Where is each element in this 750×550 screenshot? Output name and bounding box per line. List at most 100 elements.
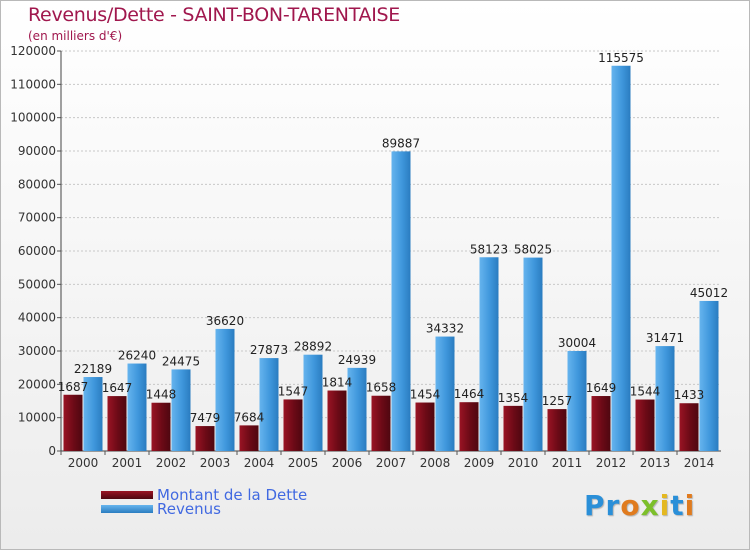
data-label-dette: 1448 xyxy=(146,388,177,402)
bar-revenus xyxy=(127,363,147,451)
y-tick-label: 30000 xyxy=(18,344,56,358)
legend-swatch-dette xyxy=(101,491,153,499)
data-label-revenus: 24475 xyxy=(162,354,200,368)
data-label-revenus: 27873 xyxy=(250,343,288,357)
bar-revenus xyxy=(435,336,455,451)
bar-dette xyxy=(63,394,83,451)
data-label-revenus: 58123 xyxy=(470,242,508,256)
bar-dette xyxy=(459,402,479,451)
data-labels: 1687 22189 1647 26240 1448 24475 7479 36620 7684… xyxy=(58,51,728,425)
bar-dette xyxy=(283,399,303,451)
bar-dette xyxy=(635,399,655,451)
data-label-dette: 1433 xyxy=(674,388,705,402)
data-label-dette: 1464 xyxy=(454,387,485,401)
bar-dette xyxy=(239,425,259,451)
bar-dette xyxy=(591,396,611,451)
data-label-dette: 1257 xyxy=(542,394,573,408)
logo-letter: P xyxy=(584,489,606,522)
x-tick-label: 2014 xyxy=(684,456,715,470)
bar-revenus xyxy=(259,358,279,451)
data-label-dette: 1544 xyxy=(630,385,661,399)
logo-letter: x xyxy=(640,489,660,522)
logo-letter: o xyxy=(620,489,641,522)
data-label-revenus: 24939 xyxy=(338,353,376,367)
x-tick-label: 2003 xyxy=(200,456,231,470)
x-tick-label: 2008 xyxy=(420,456,451,470)
legend-label-revenus: Revenus xyxy=(157,500,221,518)
bar-dette xyxy=(151,402,171,451)
logo-letter: i xyxy=(659,489,671,522)
data-label-revenus: 30004 xyxy=(558,336,596,350)
y-tick-label: 120000 xyxy=(10,44,56,58)
y-tick-label: 20000 xyxy=(18,377,56,391)
bar-revenus xyxy=(655,346,675,451)
chart-subtitle: (en milliers d'€) xyxy=(28,29,123,43)
y-tick-label: 80000 xyxy=(18,177,56,191)
data-label-dette: 1547 xyxy=(278,384,309,398)
legend-item-revenus: Revenus xyxy=(101,500,221,518)
bar-revenus xyxy=(171,369,191,451)
y-tick-label: 90000 xyxy=(18,144,56,158)
data-label-revenus: 36620 xyxy=(206,314,244,328)
x-tick-label: 2005 xyxy=(288,456,319,470)
bar-revenus xyxy=(699,300,719,451)
data-label-revenus: 26240 xyxy=(118,349,156,363)
data-label-dette: 1649 xyxy=(586,381,617,395)
data-label-revenus: 45012 xyxy=(690,286,728,300)
bar-revenus xyxy=(303,354,323,451)
x-tick-label: 2002 xyxy=(156,456,187,470)
y-tick-label: 0 xyxy=(48,444,56,458)
chart-title: Revenus/Dette - SAINT-BON-TARENTAISE xyxy=(28,4,400,26)
x-tick-label: 2009 xyxy=(464,456,495,470)
y-tick-label: 70000 xyxy=(18,211,56,225)
data-label-revenus: 22189 xyxy=(74,362,112,376)
x-tick-label: 2004 xyxy=(244,456,275,470)
legend-item-dette: Montant de la Dette xyxy=(101,486,308,504)
bar-revenus xyxy=(479,257,499,451)
bar-revenus xyxy=(611,65,631,451)
data-label-revenus: 115575 xyxy=(598,51,644,65)
proxiti-logo: Proxiti xyxy=(584,489,695,522)
logo-letter: t xyxy=(670,489,685,522)
x-tick-label: 2012 xyxy=(596,456,627,470)
data-label-revenus: 34332 xyxy=(426,322,464,336)
legend-label-dette: Montant de la Dette xyxy=(157,486,308,504)
bar-dette xyxy=(195,426,215,451)
x-tick-label: 2010 xyxy=(508,456,539,470)
y-tick-label: 110000 xyxy=(10,77,56,91)
data-label-revenus: 89887 xyxy=(382,136,420,150)
x-tick-label: 2001 xyxy=(112,456,143,470)
y-tick-label: 40000 xyxy=(18,311,56,325)
data-label-dette: 1647 xyxy=(102,381,133,395)
bar-revenus xyxy=(347,367,367,451)
logo-letter: i xyxy=(684,489,696,522)
y-tick-label: 100000 xyxy=(10,111,56,125)
x-tick-label: 2006 xyxy=(332,456,363,470)
legend-swatch-revenus xyxy=(101,505,153,513)
bar-dette xyxy=(371,395,391,451)
logo-letter: r xyxy=(605,489,621,522)
data-label-dette: 1454 xyxy=(410,388,441,402)
x-tick-label: 2013 xyxy=(640,456,671,470)
bar-dette xyxy=(503,405,523,451)
bar-dette xyxy=(415,402,435,451)
bar-dette xyxy=(547,409,567,451)
bar-revenus xyxy=(523,257,543,451)
data-label-dette: 7684 xyxy=(234,410,265,424)
bar-revenus xyxy=(83,377,103,451)
data-label-dette: 1814 xyxy=(322,376,353,390)
x-tick-label: 2007 xyxy=(376,456,407,470)
data-label-dette: 1658 xyxy=(366,381,397,395)
x-tick-label: 2011 xyxy=(552,456,583,470)
axes: 0 10000 20000 30000 40000 50000 60000 70000 8000… xyxy=(10,44,721,470)
bar-revenus xyxy=(391,151,411,452)
bar-revenus xyxy=(567,350,587,451)
y-tick-label: 10000 xyxy=(18,411,56,425)
data-label-dette: 1354 xyxy=(498,391,529,405)
bar-dette xyxy=(679,403,699,451)
bars xyxy=(63,65,719,452)
data-label-dette: 7479 xyxy=(190,411,221,425)
y-tick-label: 60000 xyxy=(18,244,56,258)
data-label-revenus: 31471 xyxy=(646,331,684,345)
